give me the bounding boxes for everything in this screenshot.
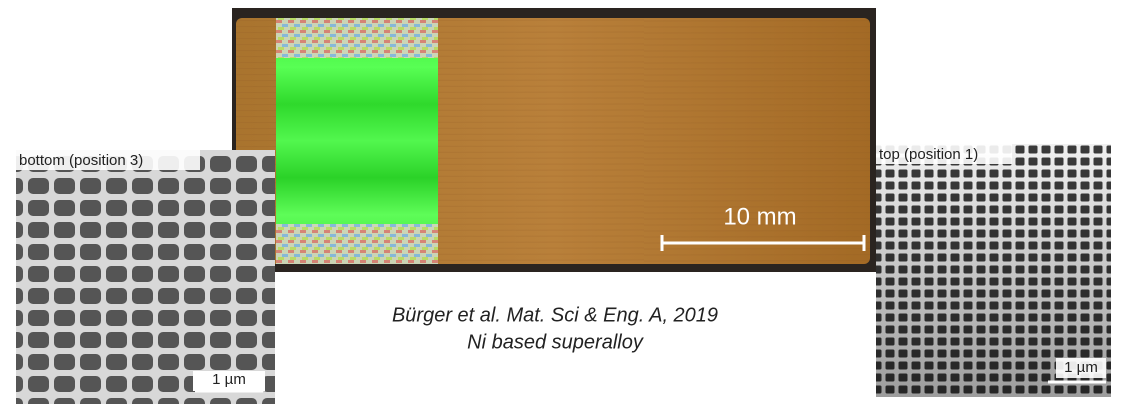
image-label: top (position 1) xyxy=(879,146,978,163)
main-image: 10 mm xyxy=(232,8,876,272)
figure: 10 mm bottom (position 3) 1 µm top (posi… xyxy=(0,0,1124,406)
scale-bar-label: 1 µm xyxy=(212,371,246,388)
right-image: top (position 1) 1 µm xyxy=(876,144,1111,397)
caption-line: Bürger et al. Mat. Sci & Eng. A, 2019 xyxy=(392,304,718,326)
image-label: bottom (position 3) xyxy=(19,152,143,169)
caption-line: Ni based superalloy xyxy=(467,331,644,353)
scale-bar-label: 1 µm xyxy=(1064,359,1098,376)
left-image: bottom (position 3) 1 µm xyxy=(16,150,275,404)
page: 10 mm bottom (position 3) 1 µm top (posi… xyxy=(0,0,1124,406)
scale-bar-label: 10 mm xyxy=(723,203,796,230)
